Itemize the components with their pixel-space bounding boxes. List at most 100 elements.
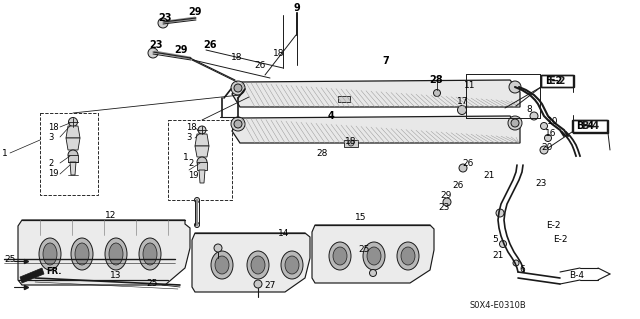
Ellipse shape	[143, 243, 157, 265]
Circle shape	[198, 126, 206, 134]
Text: 18: 18	[345, 137, 356, 146]
Text: 20: 20	[541, 143, 552, 152]
Polygon shape	[197, 162, 207, 170]
Ellipse shape	[251, 256, 265, 274]
Text: 16: 16	[545, 130, 557, 138]
Text: 29: 29	[188, 7, 202, 17]
Ellipse shape	[401, 247, 415, 265]
Circle shape	[459, 164, 467, 172]
Ellipse shape	[211, 251, 233, 279]
Ellipse shape	[363, 242, 385, 270]
Circle shape	[513, 260, 519, 266]
Polygon shape	[195, 134, 209, 146]
Ellipse shape	[333, 247, 347, 265]
Text: 4: 4	[328, 111, 335, 121]
Circle shape	[496, 209, 504, 217]
Circle shape	[231, 117, 245, 131]
Text: 2: 2	[48, 159, 53, 167]
Circle shape	[234, 84, 242, 92]
Text: 21: 21	[492, 250, 504, 259]
Text: B-4: B-4	[569, 271, 584, 279]
Text: 18: 18	[186, 123, 196, 132]
Circle shape	[541, 122, 547, 130]
Ellipse shape	[43, 243, 57, 265]
Polygon shape	[312, 225, 434, 283]
Polygon shape	[344, 140, 358, 147]
Polygon shape	[66, 138, 80, 150]
Text: 1: 1	[183, 153, 189, 162]
Ellipse shape	[285, 256, 299, 274]
Circle shape	[530, 112, 538, 120]
Polygon shape	[20, 268, 44, 283]
Ellipse shape	[71, 238, 93, 270]
Circle shape	[254, 280, 262, 288]
Text: 5: 5	[492, 234, 498, 243]
Text: 18: 18	[48, 122, 59, 131]
Polygon shape	[70, 162, 76, 175]
Circle shape	[443, 198, 451, 206]
Polygon shape	[232, 116, 520, 143]
Circle shape	[214, 244, 222, 252]
Text: 14: 14	[278, 228, 289, 238]
Ellipse shape	[397, 242, 419, 270]
Circle shape	[433, 90, 440, 97]
Circle shape	[234, 120, 242, 128]
Text: 9: 9	[293, 3, 300, 13]
Text: 26: 26	[462, 159, 474, 167]
Circle shape	[68, 150, 78, 160]
Circle shape	[499, 241, 506, 248]
Circle shape	[195, 197, 200, 203]
Polygon shape	[66, 126, 80, 138]
Ellipse shape	[367, 247, 381, 265]
Polygon shape	[18, 220, 190, 285]
Text: 29: 29	[174, 45, 188, 55]
Text: 23: 23	[535, 179, 547, 188]
Text: FR.: FR.	[46, 268, 61, 277]
Text: 26: 26	[254, 61, 266, 70]
Circle shape	[545, 135, 552, 142]
Text: 28: 28	[316, 150, 328, 159]
Text: E-2: E-2	[553, 235, 568, 244]
Text: 1: 1	[2, 149, 8, 158]
Circle shape	[348, 140, 354, 146]
Polygon shape	[192, 233, 310, 292]
Text: B-4: B-4	[581, 121, 599, 131]
Circle shape	[540, 146, 548, 154]
Circle shape	[158, 18, 168, 28]
Ellipse shape	[139, 238, 161, 270]
Text: 27: 27	[264, 281, 275, 291]
Text: 29: 29	[440, 191, 451, 201]
Text: 17: 17	[457, 98, 468, 107]
Circle shape	[197, 157, 207, 167]
Polygon shape	[232, 80, 520, 107]
Text: 13: 13	[110, 271, 122, 280]
Text: 18: 18	[231, 53, 243, 62]
Text: 25: 25	[358, 246, 369, 255]
Text: 2: 2	[188, 160, 193, 168]
Polygon shape	[68, 155, 78, 162]
Text: 26: 26	[203, 40, 216, 50]
Ellipse shape	[105, 238, 127, 270]
Text: 7: 7	[382, 56, 388, 66]
Text: 3: 3	[186, 133, 191, 143]
Ellipse shape	[215, 256, 229, 274]
Ellipse shape	[329, 242, 351, 270]
Text: 21: 21	[483, 172, 494, 181]
Text: 6: 6	[519, 264, 525, 273]
Text: 25: 25	[146, 278, 157, 287]
Text: 15: 15	[355, 213, 367, 222]
Text: S0X4-E0310B: S0X4-E0310B	[470, 300, 527, 309]
Circle shape	[458, 106, 467, 115]
Text: 3: 3	[48, 132, 53, 142]
Circle shape	[511, 119, 519, 127]
Circle shape	[195, 222, 200, 227]
Ellipse shape	[109, 243, 123, 265]
Text: 19: 19	[188, 170, 198, 180]
Text: 12: 12	[105, 211, 116, 220]
Circle shape	[68, 117, 77, 127]
Ellipse shape	[281, 251, 303, 279]
Text: 23: 23	[438, 204, 449, 212]
Ellipse shape	[75, 243, 89, 265]
Text: B-4: B-4	[576, 121, 594, 131]
Circle shape	[148, 48, 158, 58]
